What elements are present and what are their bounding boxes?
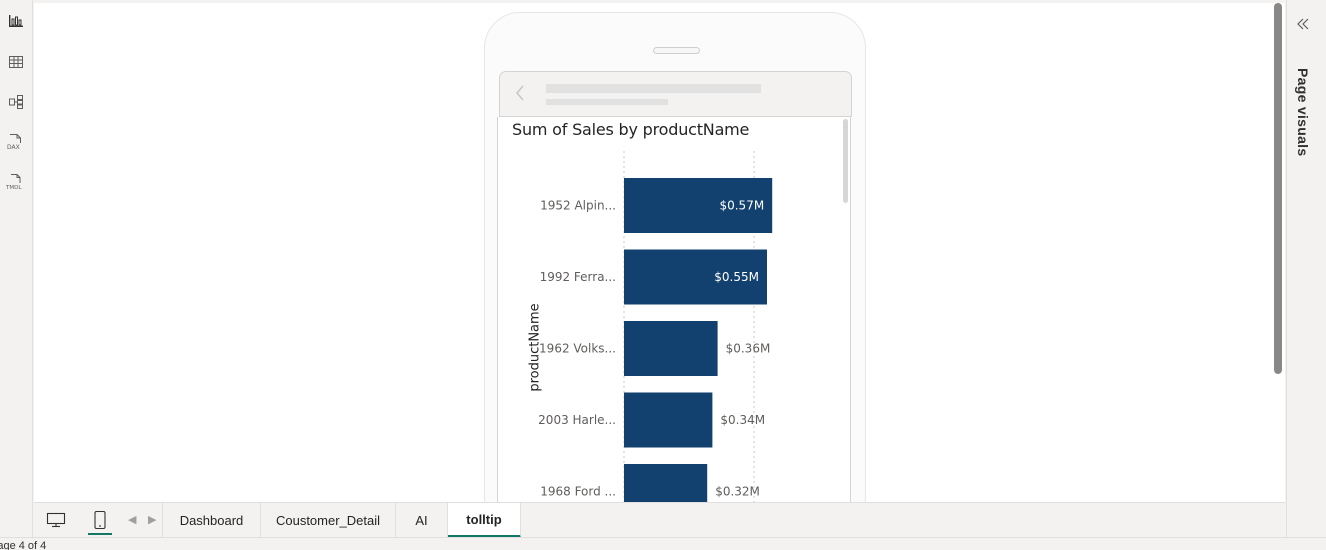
data-label: $0.34M (720, 413, 765, 427)
header-title-placeholder (546, 84, 761, 93)
visual-scrollbar[interactable] (843, 119, 848, 203)
next-page-icon[interactable]: ▶ (148, 514, 157, 526)
status-bar: Page 4 of 4 (0, 537, 1326, 550)
bar[interactable] (624, 178, 773, 233)
data-label: $0.55M (714, 270, 759, 284)
mobile-header-placeholder (499, 71, 852, 117)
header-subtitle-placeholder (546, 99, 668, 105)
category-tick-label: 1968 Ford ... (540, 485, 616, 499)
expand-pane-icon[interactable] (1296, 17, 1310, 36)
chart-plot: 1952 Alpin... $0.57M 1992 Ferra... $0.55M 19… (538, 151, 773, 502)
svg-text:DAX: DAX (7, 144, 20, 151)
report-view-icon[interactable] (4, 9, 28, 33)
page-visuals-label[interactable]: Page visuals (1295, 68, 1311, 157)
report-canvas: Sum of Sales by productName productName … (34, 3, 1285, 502)
view-rail: DAX TMDL (0, 0, 33, 537)
category-tick-label: 1992 Ferra... (540, 270, 616, 284)
back-arrow-icon (514, 84, 526, 107)
prev-page-icon[interactable]: ◀ (128, 514, 137, 526)
table-view-icon[interactable] (4, 50, 28, 74)
visual-title: Sum of Sales by productName (512, 120, 750, 139)
ribbon-edge (0, 0, 1326, 3)
page-tab-bar: ◀ ▶ Dashboard Coustomer_Detail AI tollti… (34, 502, 1285, 538)
data-label: $0.36M (726, 342, 771, 356)
mobile-layout-icon[interactable] (86, 507, 114, 533)
category-tick-label: 1962 Volks... (539, 342, 616, 356)
tab-tolltip[interactable]: tolltip (448, 503, 521, 538)
bar[interactable] (624, 321, 718, 376)
data-label: $0.32M (715, 485, 760, 499)
bar-chart-visual[interactable]: Sum of Sales by productName productName … (497, 117, 851, 502)
desktop-layout-icon[interactable] (42, 507, 70, 533)
page-status-text: Page 4 of 4 (0, 540, 47, 550)
mobile-layout-frame: Sum of Sales by productName productName … (484, 12, 866, 502)
tab-coustomer-detail[interactable]: Coustomer_Detail (261, 503, 396, 538)
category-tick-label: 1952 Alpin... (540, 199, 616, 213)
tab-dashboard[interactable]: Dashboard (162, 503, 261, 538)
model-view-icon[interactable] (4, 90, 28, 114)
mobile-layout-selected-indicator (88, 533, 112, 535)
bar[interactable] (624, 464, 708, 502)
bar[interactable] (624, 249, 767, 305)
data-label: $0.57M (719, 199, 764, 213)
phone-speaker (653, 47, 700, 54)
bar[interactable] (624, 392, 713, 448)
svg-text:TMDL: TMDL (6, 185, 22, 191)
category-tick-label: 2003 Harle... (538, 413, 616, 427)
page-visuals-pane: Page visuals (1286, 0, 1326, 537)
canvas-vertical-scrollbar[interactable] (1274, 3, 1282, 374)
tab-ai[interactable]: AI (396, 503, 448, 538)
dax-query-icon[interactable]: DAX (4, 130, 28, 154)
tmdl-view-icon[interactable]: TMDL (4, 170, 28, 194)
